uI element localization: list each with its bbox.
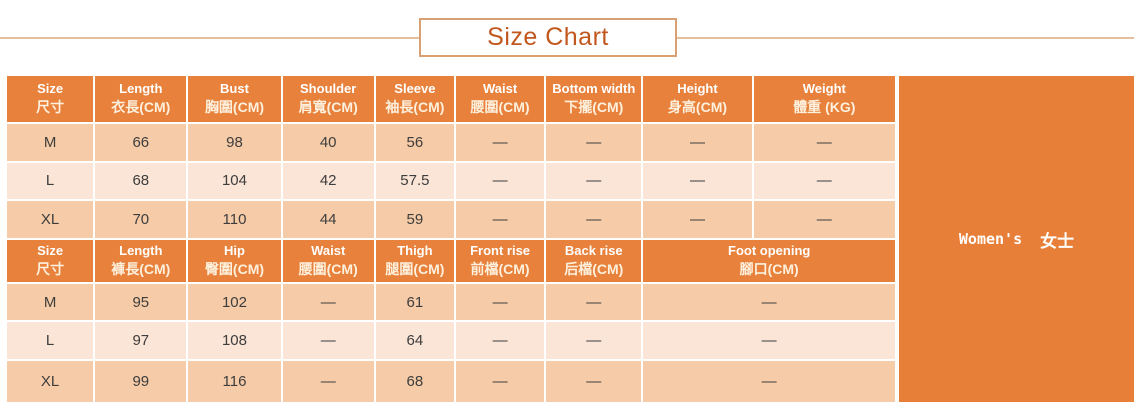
header-cell-hip: Hip 臀圍(CM): [188, 239, 281, 282]
data-cell: 104: [188, 162, 281, 200]
table-row-top-xl: XL 70 110 44 59 — — — —: [7, 201, 895, 238]
data-cell: —: [643, 123, 752, 161]
data-cell: —: [643, 201, 752, 238]
data-cell: —: [546, 361, 642, 402]
header-cell-waist: Waist 腰圍(CM): [455, 76, 545, 122]
data-cell: —: [753, 201, 895, 238]
gender-panel: Women's 女士: [899, 76, 1134, 402]
data-cell: 59: [375, 201, 454, 238]
data-cell: 99: [95, 361, 187, 402]
data-cell: 57.5: [375, 162, 454, 200]
page-title: Size Chart: [487, 23, 609, 51]
header-cell-height: Height 身高(CM): [643, 76, 752, 122]
gender-label-en: Women's: [958, 230, 1023, 248]
table-row-bottom-xl: XL 99 116 — 68 — — —: [7, 361, 895, 402]
data-cell: —: [282, 322, 374, 360]
data-cell: —: [546, 162, 642, 200]
size-table: Size 尺寸 Length 衣長(CM) Bust 胸圍(CM) Shoulder 肩…: [5, 74, 897, 404]
data-cell: 97: [95, 322, 187, 360]
chart-content: Size 尺寸 Length 衣長(CM) Bust 胸圍(CM) Shoulder 肩…: [0, 74, 1134, 404]
data-cell: —: [455, 322, 545, 360]
header-cell-length: Length 衣長(CM): [95, 76, 187, 122]
table-row-bottom-l: L 97 108 — 64 — — —: [7, 322, 895, 360]
data-cell: —: [643, 283, 895, 321]
header-cell-sleeve: Sleeve 袖長(CM): [375, 76, 454, 122]
bottom-header-row: Size 尺寸 Length 褲長(CM) Hip 臀圍(CM) Waist 腰圍(CM…: [7, 239, 895, 282]
title-banner: Size Chart: [0, 0, 1134, 74]
data-cell: —: [753, 162, 895, 200]
data-cell: —: [643, 322, 895, 360]
data-cell: 68: [95, 162, 187, 200]
data-cell: —: [455, 162, 545, 200]
data-cell: —: [643, 162, 752, 200]
size-cell: M: [7, 123, 94, 161]
data-cell: 98: [188, 123, 281, 161]
top-header-row: Size 尺寸 Length 衣長(CM) Bust 胸圍(CM) Shoulder 肩…: [7, 76, 895, 122]
size-cell: XL: [7, 361, 94, 402]
size-cell: L: [7, 162, 94, 200]
data-cell: 66: [95, 123, 187, 161]
data-cell: —: [455, 361, 545, 402]
header-cell-bust: Bust 胸圍(CM): [188, 76, 281, 122]
data-cell: —: [546, 322, 642, 360]
data-cell: —: [546, 123, 642, 161]
header-cell-bottom-width: Bottom width 下擺(CM): [546, 76, 642, 122]
data-cell: 68: [375, 361, 454, 402]
header-cell-waist: Waist 腰圍(CM): [282, 239, 374, 282]
size-cell: M: [7, 283, 94, 321]
data-cell: —: [753, 123, 895, 161]
gender-label-zh: 女士: [1040, 231, 1075, 252]
header-cell-weight: Weight 體重 (KG): [753, 76, 895, 122]
data-cell: —: [643, 361, 895, 402]
size-cell: L: [7, 322, 94, 360]
data-cell: 102: [188, 283, 281, 321]
data-cell: —: [546, 201, 642, 238]
data-cell: —: [282, 361, 374, 402]
size-cell: XL: [7, 201, 94, 238]
data-cell: 64: [375, 322, 454, 360]
header-cell-shoulder: Shoulder 肩寬(CM): [282, 76, 374, 122]
data-cell: 40: [282, 123, 374, 161]
data-cell: 110: [188, 201, 281, 238]
data-cell: 56: [375, 123, 454, 161]
data-cell: 116: [188, 361, 281, 402]
header-cell-thigh: Thigh 腿圍(CM): [375, 239, 454, 282]
table-row-bottom-m: M 95 102 — 61 — — —: [7, 283, 895, 321]
header-cell-size: Size 尺寸: [7, 76, 94, 122]
data-cell: 42: [282, 162, 374, 200]
data-cell: —: [282, 283, 374, 321]
data-cell: —: [455, 283, 545, 321]
header-cell-front-rise: Front rise 前檔(CM): [455, 239, 545, 282]
header-cell-back-rise: Back rise 后檔(CM): [546, 239, 642, 282]
data-cell: —: [455, 201, 545, 238]
header-cell-size: Size 尺寸: [7, 239, 94, 282]
data-cell: 44: [282, 201, 374, 238]
data-cell: 61: [375, 283, 454, 321]
table-row-top-m: M 66 98 40 56 — — — —: [7, 123, 895, 161]
data-cell: 95: [95, 283, 187, 321]
title-box: Size Chart: [419, 18, 677, 57]
table-row-top-l: L 68 104 42 57.5 — — — —: [7, 162, 895, 200]
header-cell-length: Length 褲長(CM): [95, 239, 187, 282]
data-cell: 108: [188, 322, 281, 360]
data-cell: 70: [95, 201, 187, 238]
data-cell: —: [455, 123, 545, 161]
data-cell: —: [546, 283, 642, 321]
header-cell-foot-opening: Foot opening 腳口(CM): [643, 239, 895, 282]
